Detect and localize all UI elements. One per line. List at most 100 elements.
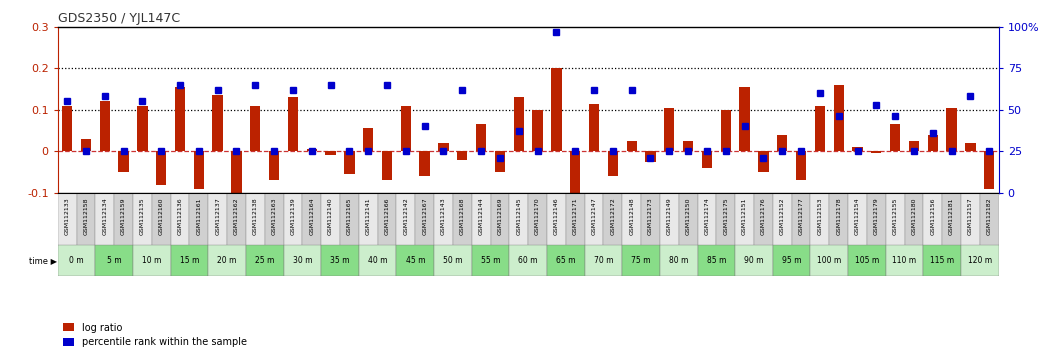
Bar — [81, 139, 91, 152]
Bar — [626, 141, 637, 152]
Text: GSM112172: GSM112172 — [611, 197, 616, 235]
Bar — [980, 193, 999, 245]
Text: GSM112180: GSM112180 — [912, 197, 917, 235]
Bar — [363, 129, 373, 152]
Bar — [453, 193, 472, 245]
Bar — [721, 110, 731, 152]
Text: GSM112155: GSM112155 — [893, 197, 898, 235]
Bar — [245, 245, 283, 276]
Bar — [302, 193, 321, 245]
Text: 25 m: 25 m — [255, 256, 275, 265]
Bar — [510, 245, 547, 276]
Text: GSM112144: GSM112144 — [478, 197, 484, 235]
Bar — [698, 193, 716, 245]
Bar — [811, 193, 830, 245]
Text: GSM112133: GSM112133 — [65, 197, 69, 235]
Bar — [565, 193, 584, 245]
Bar — [472, 193, 491, 245]
Bar — [137, 105, 148, 152]
Bar — [77, 193, 95, 245]
Bar — [984, 152, 994, 189]
Bar — [965, 143, 976, 152]
Text: 100 m: 100 m — [817, 256, 841, 265]
Bar — [420, 152, 430, 176]
Bar — [194, 152, 204, 189]
Text: GSM112153: GSM112153 — [817, 197, 822, 235]
Text: GSM112177: GSM112177 — [798, 197, 804, 235]
Bar — [175, 87, 186, 152]
Bar — [683, 141, 693, 152]
Bar — [58, 193, 77, 245]
Text: 120 m: 120 m — [968, 256, 992, 265]
Text: GSM112178: GSM112178 — [836, 197, 841, 235]
Bar — [622, 245, 660, 276]
Text: 80 m: 80 m — [669, 256, 688, 265]
Text: GSM112174: GSM112174 — [705, 197, 709, 235]
Text: 85 m: 85 m — [707, 256, 726, 265]
Bar — [495, 152, 506, 172]
Text: GSM112158: GSM112158 — [84, 197, 88, 235]
Bar — [547, 193, 565, 245]
Text: 0 m: 0 m — [69, 256, 84, 265]
Bar — [269, 152, 279, 181]
Text: 55 m: 55 m — [480, 256, 500, 265]
Bar — [114, 193, 133, 245]
Bar — [588, 103, 599, 152]
Text: GSM112181: GSM112181 — [949, 197, 955, 235]
Bar — [830, 193, 848, 245]
Bar — [287, 97, 298, 152]
Bar — [209, 245, 245, 276]
Bar — [438, 143, 449, 152]
Text: GSM112165: GSM112165 — [347, 197, 351, 235]
Text: GSM112168: GSM112168 — [459, 197, 465, 235]
Text: 5 m: 5 m — [107, 256, 122, 265]
Bar — [476, 124, 487, 152]
Bar — [171, 193, 190, 245]
Bar — [679, 193, 698, 245]
Bar — [283, 245, 321, 276]
Text: GSM112136: GSM112136 — [177, 197, 183, 235]
Bar — [100, 102, 110, 152]
Bar — [961, 193, 980, 245]
Bar — [946, 108, 957, 152]
Bar — [551, 68, 561, 152]
Text: GSM112179: GSM112179 — [874, 197, 879, 235]
Text: GSM112170: GSM112170 — [535, 197, 540, 235]
Bar — [570, 152, 580, 210]
Text: 60 m: 60 m — [518, 256, 538, 265]
Bar — [514, 97, 523, 152]
Bar — [340, 193, 359, 245]
Text: GSM112152: GSM112152 — [779, 197, 785, 235]
Bar — [213, 95, 222, 152]
Text: GSM112145: GSM112145 — [516, 197, 521, 235]
Bar — [434, 193, 453, 245]
Text: 65 m: 65 m — [556, 256, 576, 265]
Text: GSM112163: GSM112163 — [272, 197, 277, 235]
Text: GSM112156: GSM112156 — [930, 197, 936, 235]
Text: 50 m: 50 m — [443, 256, 463, 265]
Bar — [961, 245, 999, 276]
Bar — [95, 193, 114, 245]
Text: GSM112157: GSM112157 — [968, 197, 972, 235]
Bar — [325, 152, 336, 155]
Bar — [923, 193, 942, 245]
Bar — [716, 193, 735, 245]
Bar — [754, 193, 773, 245]
Text: GSM112169: GSM112169 — [497, 197, 502, 235]
Bar — [853, 147, 862, 152]
Bar — [434, 245, 472, 276]
Text: 75 m: 75 m — [631, 256, 650, 265]
Bar — [773, 193, 792, 245]
Text: GSM112147: GSM112147 — [592, 197, 597, 235]
Bar — [702, 152, 712, 168]
Bar — [472, 245, 510, 276]
Bar — [401, 105, 411, 152]
Bar — [660, 245, 698, 276]
Text: GSM112148: GSM112148 — [629, 197, 635, 235]
Bar — [698, 245, 735, 276]
Bar — [491, 193, 510, 245]
Bar — [871, 152, 881, 153]
Text: 20 m: 20 m — [217, 256, 237, 265]
Legend: log ratio, percentile rank within the sample: log ratio, percentile rank within the sa… — [63, 322, 247, 347]
Text: time ▶: time ▶ — [28, 256, 57, 265]
